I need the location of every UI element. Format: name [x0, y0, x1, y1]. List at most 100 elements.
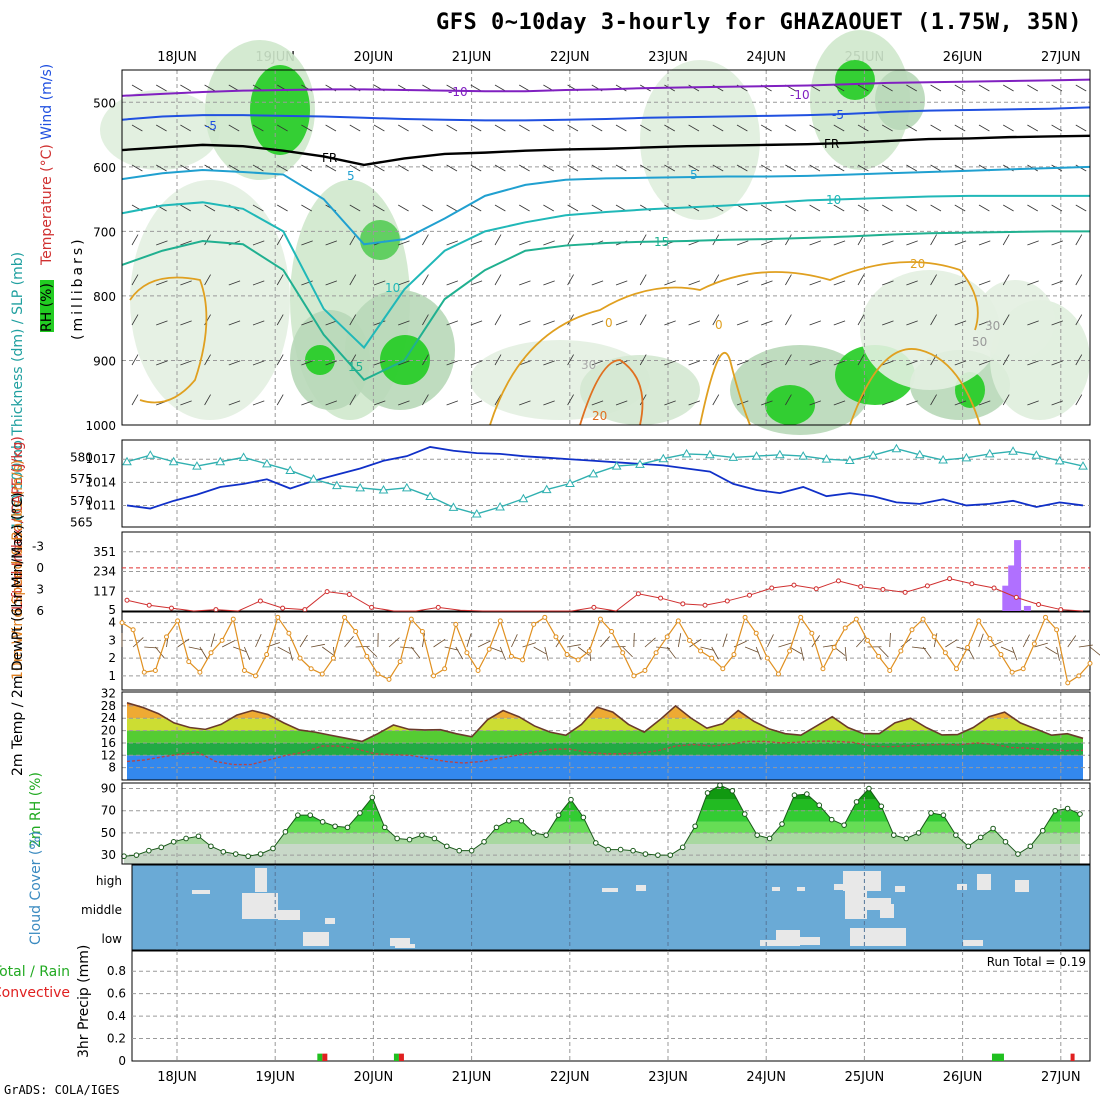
upper-wind-barb — [519, 84, 530, 92]
upper-wind-barb — [567, 394, 574, 406]
upper-wind-barb — [446, 400, 459, 406]
temp-tick: 16 — [101, 736, 116, 750]
rh-legend-label: RH (%) — [39, 283, 55, 332]
wind-speed-marker — [342, 614, 348, 620]
upper-wind-barb — [930, 234, 937, 246]
rh-marker — [146, 847, 152, 854]
wind-speed-marker — [486, 646, 492, 652]
lifted-index-marker — [1013, 594, 1019, 600]
upper-wind-barb — [761, 164, 772, 172]
upper-wind-barb — [591, 400, 604, 406]
upper-wind-barb — [422, 204, 433, 212]
upper-wind-barb — [567, 204, 579, 212]
upper-wind-barb — [301, 280, 313, 286]
upper-wind-barb — [470, 164, 482, 172]
wind-speed-marker — [419, 629, 425, 634]
wind-speed-marker — [219, 637, 225, 643]
upper-wind-barb — [688, 164, 700, 172]
rh-marker — [493, 824, 500, 831]
upper-wind-barb — [639, 314, 647, 326]
thickness-marker — [961, 452, 972, 462]
temperature-line — [126, 702, 1084, 743]
upper-wind-barb — [228, 360, 241, 366]
upper-wind-barb — [833, 164, 845, 172]
lifted-index-marker — [969, 581, 975, 587]
lifted-index-marker — [924, 583, 930, 589]
rh-marker — [295, 812, 301, 818]
upper-wind-barb — [567, 354, 574, 366]
upper-wind-barb — [785, 164, 796, 172]
upper-wind-barb — [252, 124, 264, 132]
thickness-marker — [611, 461, 622, 470]
upper-wind-barb — [422, 124, 433, 132]
rh-marker — [1077, 811, 1083, 817]
wind-speed-marker — [453, 621, 459, 627]
upper-wind-barb — [494, 164, 506, 172]
cloud-cell — [242, 893, 278, 919]
rh-marker — [679, 844, 686, 851]
upper-wind-barb — [543, 124, 554, 132]
surface-wind-barb — [433, 638, 446, 648]
upper-wind-barb — [422, 354, 429, 366]
upper-wind-barb — [543, 280, 555, 286]
rh-marker — [133, 852, 140, 858]
upper-wind-barb — [857, 274, 865, 286]
surface-wind-barb — [544, 646, 549, 661]
upper-wind-barb — [204, 124, 216, 132]
wind-speed-marker — [731, 652, 737, 658]
thickness-marker — [192, 461, 202, 470]
upper-wind-barb — [712, 164, 724, 172]
surface-wind-barb — [722, 633, 728, 648]
lifted-index-marker — [991, 585, 997, 591]
cloud-cell — [797, 887, 805, 891]
wind-speed-marker — [597, 616, 603, 622]
surface-wind-barb — [811, 635, 820, 648]
upper-wind-barb — [688, 280, 701, 286]
contour-label: 0 — [605, 316, 613, 330]
upper-wind-barb — [736, 240, 749, 246]
cape-bar — [1002, 585, 1010, 611]
contour-label: FR — [824, 137, 839, 151]
upper-wind-barb — [1027, 240, 1039, 246]
upper-wind-barb — [639, 234, 647, 246]
upper-wind-barb — [833, 124, 845, 132]
rh-shade-area — [835, 60, 875, 100]
surface-wind-barb — [277, 646, 291, 654]
upper-wind-barb — [398, 204, 409, 212]
wind-speed-marker — [976, 618, 982, 624]
thickness-marker — [728, 452, 739, 461]
pressure-axis-label: (millibars) — [70, 236, 86, 340]
lifted-index-marker — [813, 586, 819, 592]
wind-speed-marker — [831, 644, 837, 650]
wind-speed-marker — [119, 620, 125, 626]
upper-wind-barb — [470, 400, 483, 406]
upper-wind-barb — [1002, 394, 1010, 406]
upper-wind-barb — [1051, 280, 1064, 286]
surface-wind-barb — [989, 640, 1003, 648]
upper-wind-barb — [543, 360, 555, 366]
rh-marker — [158, 844, 165, 851]
upper-wind-barb — [276, 314, 284, 326]
surface-wind-barb — [132, 637, 144, 648]
li-tick: 3 — [36, 582, 44, 596]
surface-wind-barb — [288, 646, 293, 661]
upper-wind-barb — [785, 274, 792, 286]
wind-speed-marker — [164, 634, 170, 640]
upper-wind-barb — [930, 164, 942, 172]
surface-wind-barb — [778, 642, 792, 648]
rh-marker — [1052, 807, 1058, 814]
isotherm-line — [121, 78, 1091, 97]
li-tick: 6 — [36, 604, 44, 618]
upper-wind-barb — [978, 320, 991, 326]
upper-wind-barb — [930, 314, 937, 326]
wind-speed-marker — [953, 666, 959, 672]
rh-panel-frame — [121, 782, 1091, 865]
wind-speed-marker — [642, 668, 648, 673]
upper-wind-barb — [494, 124, 506, 132]
date-label-bottom: 24JUN — [746, 1070, 786, 1085]
surface-wind-barb — [1011, 646, 1018, 661]
li-tick: -3 — [32, 539, 44, 553]
lifted-index-marker — [902, 589, 908, 595]
date-label-bottom: 25JUN — [845, 1070, 885, 1085]
upper-wind-barb — [252, 280, 265, 286]
